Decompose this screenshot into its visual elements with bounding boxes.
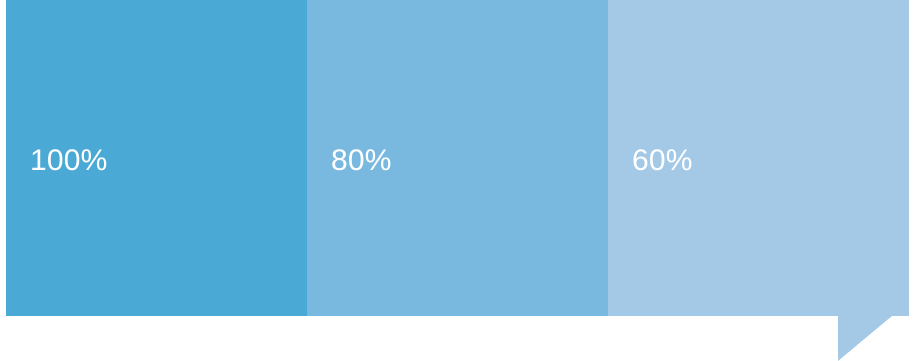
- swatch-80: 80%: [307, 0, 608, 316]
- swatch-label-60: 60%: [632, 144, 693, 177]
- speech-bubble-tail: [838, 316, 892, 361]
- color-swatch-row: 100% 80% 60%: [6, 0, 909, 316]
- speech-bubble-tail-shape: [838, 316, 892, 361]
- swatch-label-80: 80%: [331, 144, 392, 177]
- swatch-60: 60%: [608, 0, 909, 316]
- swatch-100: 100%: [6, 0, 307, 316]
- swatch-label-100: 100%: [30, 144, 108, 177]
